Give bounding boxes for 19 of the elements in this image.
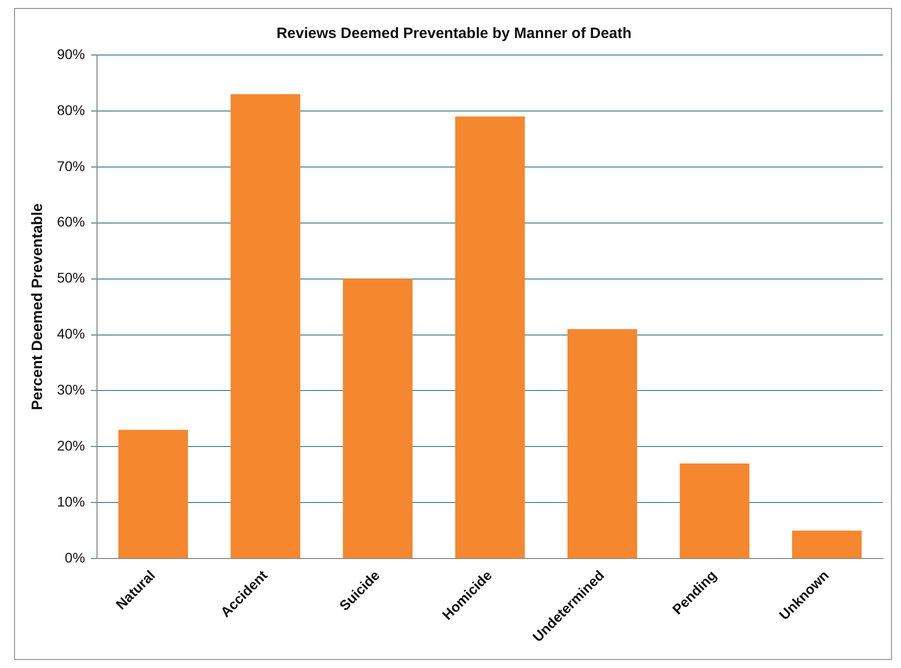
y-tick-label: 90% [56, 46, 86, 62]
bar [455, 116, 525, 558]
y-tick-label: 30% [56, 382, 86, 398]
y-tick-label: 40% [56, 326, 86, 342]
y-axis-title: Percent Deemed Preventable [29, 203, 46, 410]
y-tick-label: 60% [56, 214, 86, 230]
y-tick-label: 50% [56, 270, 86, 286]
y-tick-label: 70% [56, 158, 86, 174]
y-tick-label: 10% [56, 493, 86, 510]
bar [342, 278, 413, 558]
y-tick-label: 80% [56, 102, 86, 118]
bar [680, 463, 750, 558]
y-tick-label: 20% [56, 438, 86, 454]
bar [567, 329, 638, 558]
chart-title: Reviews Deemed Preventable by Manner of Death [276, 25, 632, 42]
bar [230, 94, 300, 558]
y-tick-label: 0% [64, 549, 86, 566]
bar [792, 530, 862, 558]
bar [118, 430, 188, 558]
